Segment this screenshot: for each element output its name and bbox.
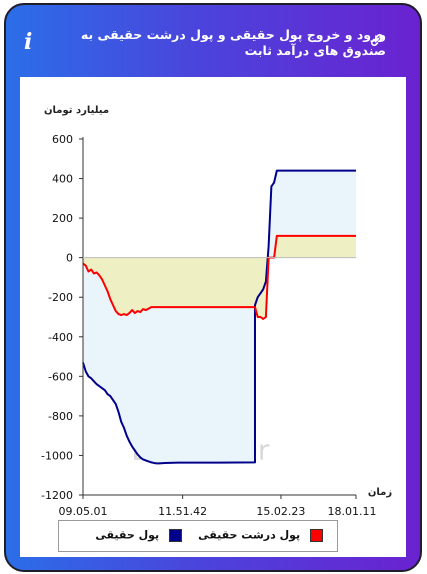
y-tick-label-8: -1000 <box>41 449 73 462</box>
x-tick-label-3: 18.01.11 <box>328 505 377 517</box>
chart-card: i ورود و خروج پول حقیقی و پول درشت حقیقی… <box>4 3 422 572</box>
link-icon[interactable] <box>370 33 384 47</box>
y-tick-label-4: -200 <box>48 291 73 304</box>
x-tick-label-2: 15.02.23 <box>256 505 305 517</box>
legend-label-real-money: پول حقیقی <box>95 528 160 542</box>
x-axis-label: زمان <box>368 487 392 498</box>
legend-item-real-money[interactable]: پول حقیقی <box>95 528 182 544</box>
chart-panel: میلیارد تومان LiveTSE.ir 6004002000-200-… <box>20 77 406 557</box>
chart-svg: میلیارد تومان LiveTSE.ir 6004002000-200-… <box>41 105 392 518</box>
series-line-1[interactable] <box>82 234 356 320</box>
y-tick-label-2: 200 <box>52 212 73 225</box>
y-tick-label-1: 400 <box>52 173 73 186</box>
legend-swatch-real-money <box>169 528 182 542</box>
y-tick-label-9: -1200 <box>41 489 73 502</box>
y-tick-label-3: 0 <box>66 252 73 265</box>
y-axis-label: میلیارد تومان <box>44 105 109 116</box>
chart-title: ورود و خروج پول حقیقی و پول درشت حقیقی ب… <box>80 27 386 58</box>
series-area-1 <box>83 235 356 319</box>
legend-label-big-real-money: پول درشت حقیقی <box>198 528 301 542</box>
info-icon[interactable]: i <box>24 29 33 55</box>
x-tick-label-0: 09.05.01 <box>59 505 108 517</box>
y-tick-label-5: -400 <box>48 331 73 344</box>
legend-swatch-big-real-money <box>310 528 323 542</box>
legend-item-big-real-money[interactable]: پول درشت حقیقی <box>198 528 323 544</box>
y-tick-label-6: -600 <box>48 370 73 383</box>
card-header: i ورود و خروج پول حقیقی و پول درشت حقیقی… <box>6 5 420 77</box>
x-tick-label-1: 11.51.42 <box>158 505 207 517</box>
y-tick-label-7: -800 <box>48 410 73 423</box>
series-area-0 <box>83 170 356 464</box>
legend: پول حقیقی پول درشت حقیقی <box>58 520 338 552</box>
y-tick-label-0: 600 <box>52 133 73 146</box>
series-line-0[interactable] <box>82 169 356 465</box>
